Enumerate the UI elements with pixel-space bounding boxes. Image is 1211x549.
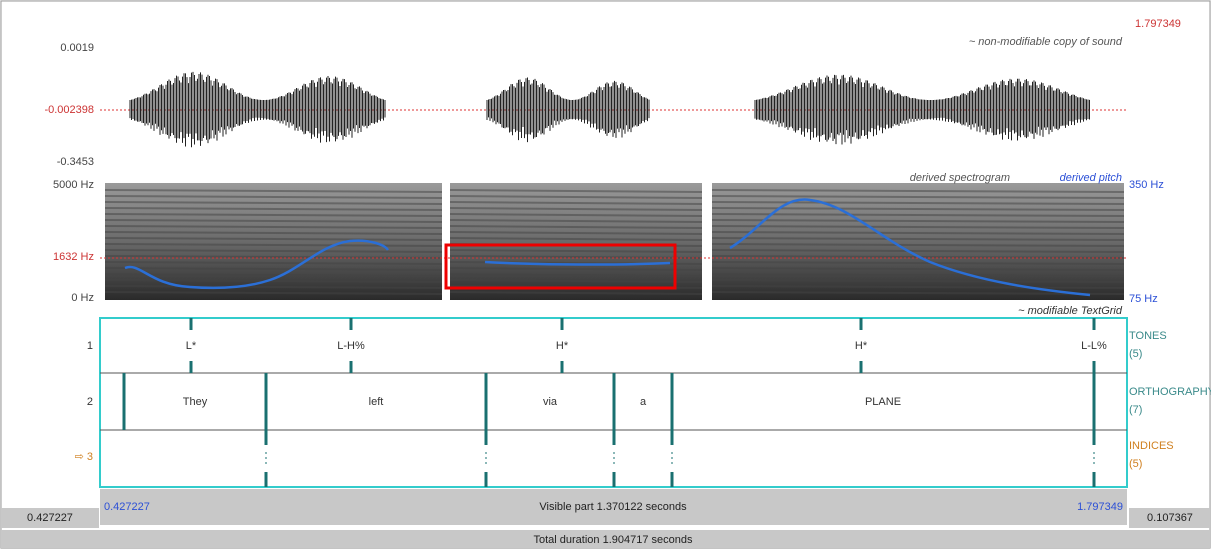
pitch-caption: derived pitch [1060, 172, 1122, 184]
textgrid-editor: 1.797349 ~ non-modifiable copy of sound … [0, 0, 1211, 549]
pitch-min: 75 Hz [1129, 293, 1158, 305]
waveform-cursor: -0.002398 [44, 104, 94, 116]
interval-label: PLANE [865, 396, 901, 408]
tier-name[interactable]: ORTHOGRAPHY [1129, 386, 1211, 398]
interval-label: a [640, 396, 647, 408]
textgrid-caption: ~ modifiable TextGrid [1018, 305, 1123, 317]
sound-caption: ~ non-modifiable copy of sound [969, 36, 1123, 48]
spectrogram-caption: derived spectrogram [910, 172, 1010, 184]
tier-count: (5) [1129, 458, 1142, 470]
tier-count: (7) [1129, 404, 1142, 416]
tier-number: ⇨ 3 [75, 451, 93, 463]
tier-number: 1 [87, 340, 93, 352]
tier-name[interactable]: INDICES [1129, 440, 1174, 452]
interval-label: left [369, 396, 384, 408]
total-duration: Total duration 1.904717 seconds [533, 534, 693, 546]
interval-label: They [183, 396, 208, 408]
right-time: 0.107367 [1147, 512, 1193, 524]
pitch-max: 350 Hz [1129, 179, 1164, 191]
interval-label: via [543, 396, 558, 408]
waveform-max: 0.0019 [60, 42, 94, 54]
left-time: 0.427227 [27, 512, 73, 524]
point-label: L-L% [1081, 340, 1107, 352]
spectrogram-max: 5000 Hz [53, 179, 94, 191]
point-label: H* [556, 340, 569, 352]
end-time: 1.797349 [1135, 18, 1181, 30]
visible-start: 0.427227 [104, 501, 150, 513]
waveform-min: -0.3453 [57, 156, 94, 168]
tier-count: (5) [1129, 348, 1142, 360]
point-label: L* [186, 340, 197, 352]
spectrogram-min: 0 Hz [71, 292, 94, 304]
editor-canvas: 1.797349 ~ non-modifiable copy of sound … [0, 0, 1211, 549]
tier-number: 2 [87, 396, 93, 408]
visible-end: 1.797349 [1077, 501, 1123, 513]
spectrogram-cursor: 1632 Hz [53, 251, 94, 263]
point-label: L-H% [337, 340, 365, 352]
point-label: H* [855, 340, 868, 352]
visible-part: Visible part 1.370122 seconds [539, 501, 687, 513]
tier-name[interactable]: TONES [1129, 330, 1167, 342]
